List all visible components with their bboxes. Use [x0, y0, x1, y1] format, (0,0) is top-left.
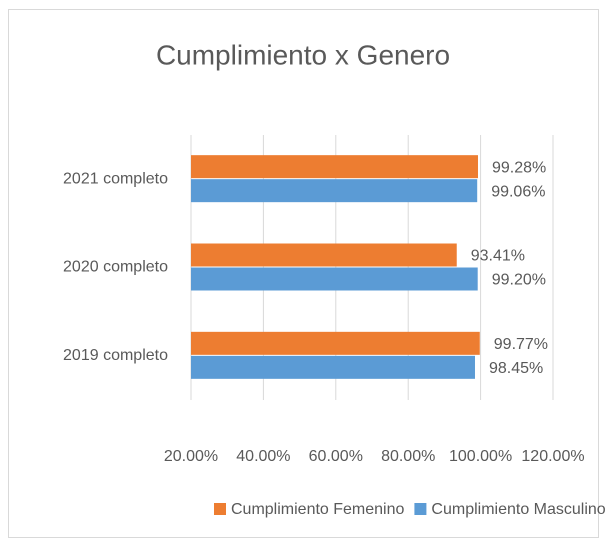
y-tick-label: 2019 completo — [63, 347, 168, 364]
data-label: 99.06% — [491, 183, 545, 200]
bar — [191, 243, 457, 267]
legend-label: Cumplimiento Masculino — [431, 501, 605, 518]
x-tick-label: 80.00% — [381, 448, 435, 465]
bar — [191, 155, 478, 179]
x-tick-label: 60.00% — [309, 448, 363, 465]
data-label: 99.20% — [492, 272, 546, 289]
y-tick-label: 2021 completo — [63, 170, 168, 187]
legend-swatch — [214, 503, 226, 515]
bar — [191, 267, 478, 291]
data-label: 98.45% — [489, 360, 543, 377]
legend-swatch — [414, 503, 427, 515]
bar — [191, 355, 475, 379]
bar — [191, 179, 478, 203]
data-label: 93.41% — [471, 248, 525, 265]
bar — [191, 331, 480, 355]
legend-label: Cumplimiento Femenino — [231, 501, 405, 518]
y-tick-label: 2020 completo — [63, 259, 168, 276]
data-label: 99.77% — [494, 336, 548, 353]
x-tick-label: 20.00% — [164, 448, 218, 465]
x-tick-label: 100.00% — [449, 448, 512, 465]
x-tick-label: 120.00% — [521, 448, 584, 465]
chart-title: Cumplimiento x Genero — [156, 39, 450, 70]
data-label: 99.28% — [492, 159, 546, 176]
x-tick-label: 40.00% — [236, 448, 290, 465]
